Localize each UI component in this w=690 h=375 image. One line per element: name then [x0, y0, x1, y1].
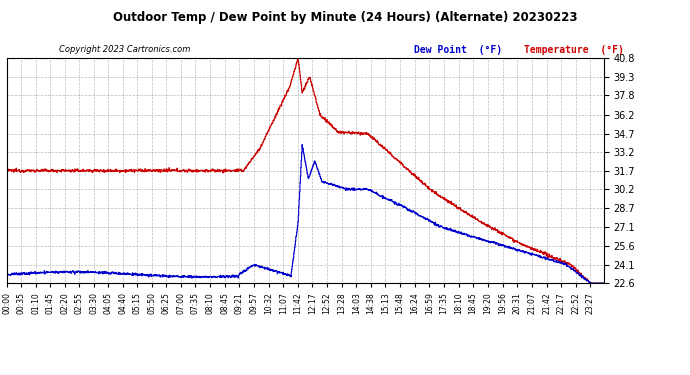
Text: Temperature  (°F): Temperature (°F) — [524, 45, 624, 55]
Text: Outdoor Temp / Dew Point by Minute (24 Hours) (Alternate) 20230223: Outdoor Temp / Dew Point by Minute (24 H… — [112, 11, 578, 24]
Text: Copyright 2023 Cartronics.com: Copyright 2023 Cartronics.com — [59, 45, 190, 54]
Text: Dew Point  (°F): Dew Point (°F) — [414, 45, 502, 55]
